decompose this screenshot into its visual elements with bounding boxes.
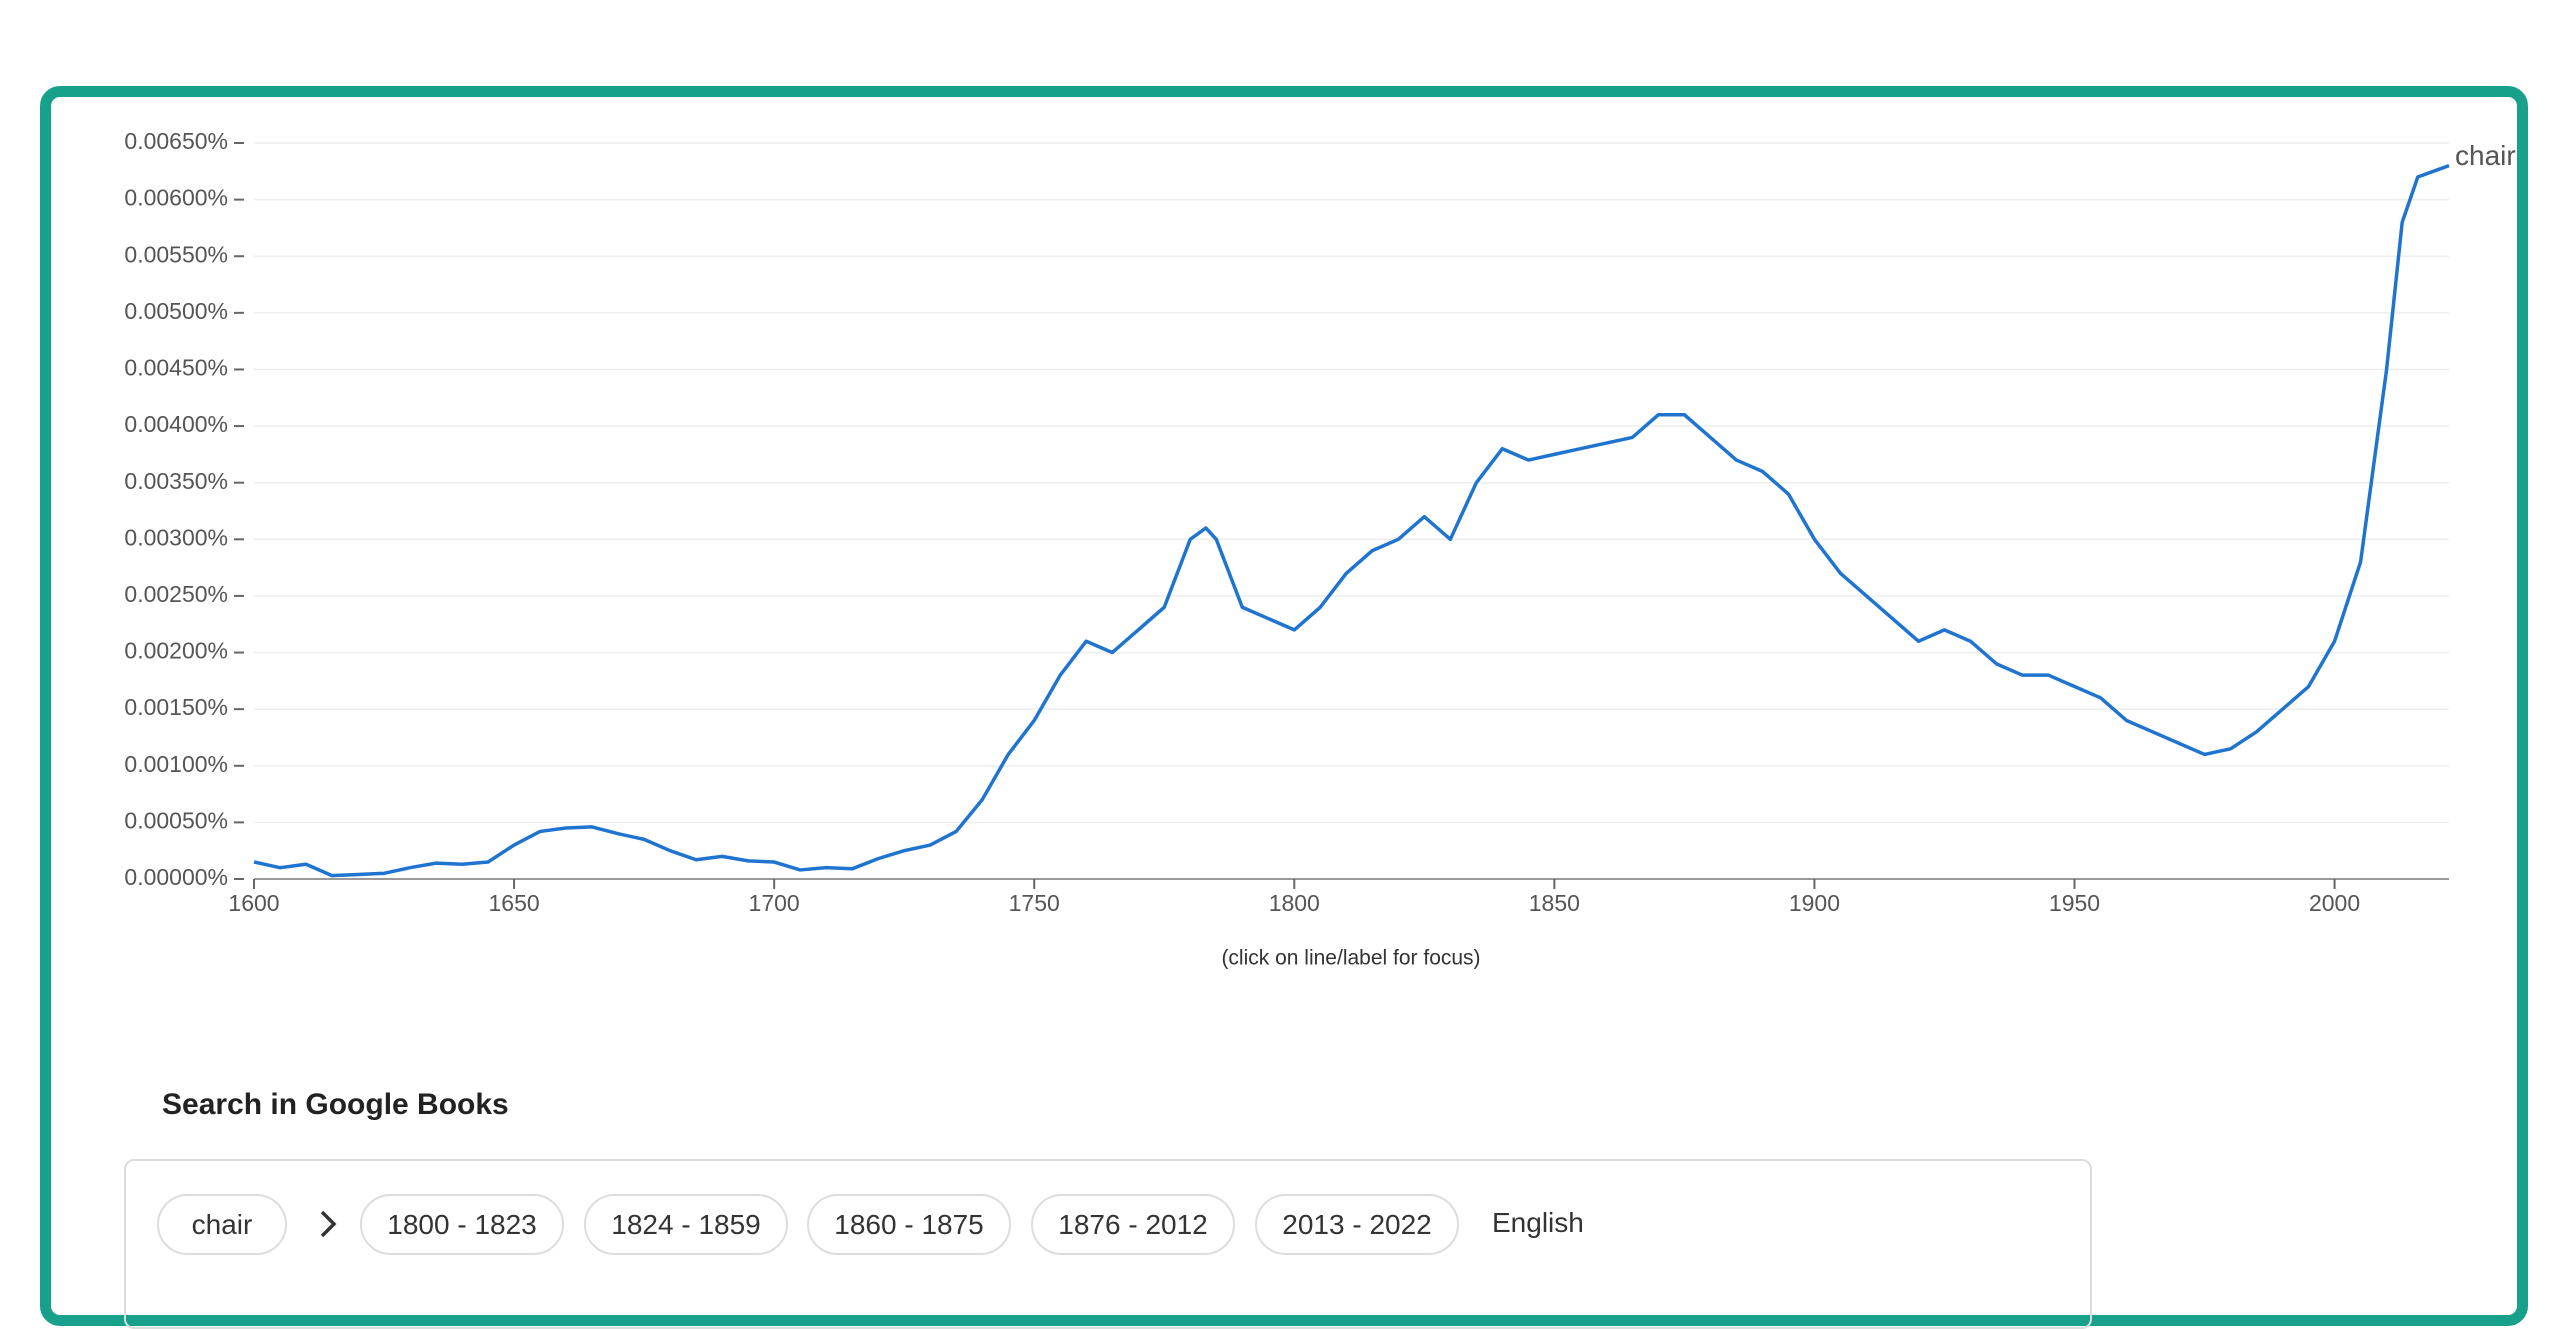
range-chip[interactable]: 1876 - 2012: [1031, 1194, 1235, 1255]
x-tick-label: 1800: [1269, 890, 1320, 916]
y-tick-label: 0.00250%: [124, 581, 228, 607]
language[interactable]: English: [1492, 1207, 1584, 1238]
x-tick-label: 1650: [488, 890, 539, 916]
y-tick-label: 0.00150%: [124, 694, 228, 720]
range-chip[interactable]: 2013 - 2022: [1255, 1194, 1459, 1255]
x-tick-label: 1950: [2049, 890, 2100, 916]
x-tick-label: 1900: [1789, 890, 1840, 916]
y-tick-label: 0.00450%: [124, 355, 228, 381]
y-tick-label: 0.00400%: [124, 411, 228, 437]
y-tick-label: 0.00200%: [124, 638, 228, 664]
y-tick-label: 0.00350%: [124, 468, 228, 494]
y-tick-label: 0.00000%: [124, 864, 228, 890]
series-label[interactable]: chair: [2455, 140, 2516, 171]
y-tick-label: 0.00050%: [124, 807, 228, 833]
chart-note: (click on line/label for focus): [1221, 947, 1480, 970]
x-tick-label: 1750: [1009, 890, 1060, 916]
range-chip[interactable]: 1800 - 1823: [360, 1194, 564, 1255]
y-tick-label: 0.00600%: [124, 185, 228, 211]
range-chip[interactable]: 1860 - 1875: [807, 1194, 1011, 1255]
term-chip[interactable]: chair: [157, 1194, 287, 1255]
x-tick-label: 1600: [228, 890, 279, 916]
y-tick-label: 0.00650%: [124, 128, 228, 154]
y-tick-label: 0.00550%: [124, 241, 228, 267]
y-tick-label: 0.00100%: [124, 751, 228, 777]
y-tick-label: 0.00500%: [124, 298, 228, 324]
chevron: [320, 1210, 337, 1238]
x-tick-label: 1850: [1529, 890, 1580, 916]
x-tick-label: 2000: [2309, 890, 2360, 916]
range-chip[interactable]: 1824 - 1859: [584, 1194, 788, 1255]
y-tick-label: 0.00300%: [124, 524, 228, 550]
search-title: Search in Google Books: [162, 1088, 509, 1121]
series-line: [253, 164, 2450, 878]
x-tick-label: 1700: [749, 890, 800, 916]
